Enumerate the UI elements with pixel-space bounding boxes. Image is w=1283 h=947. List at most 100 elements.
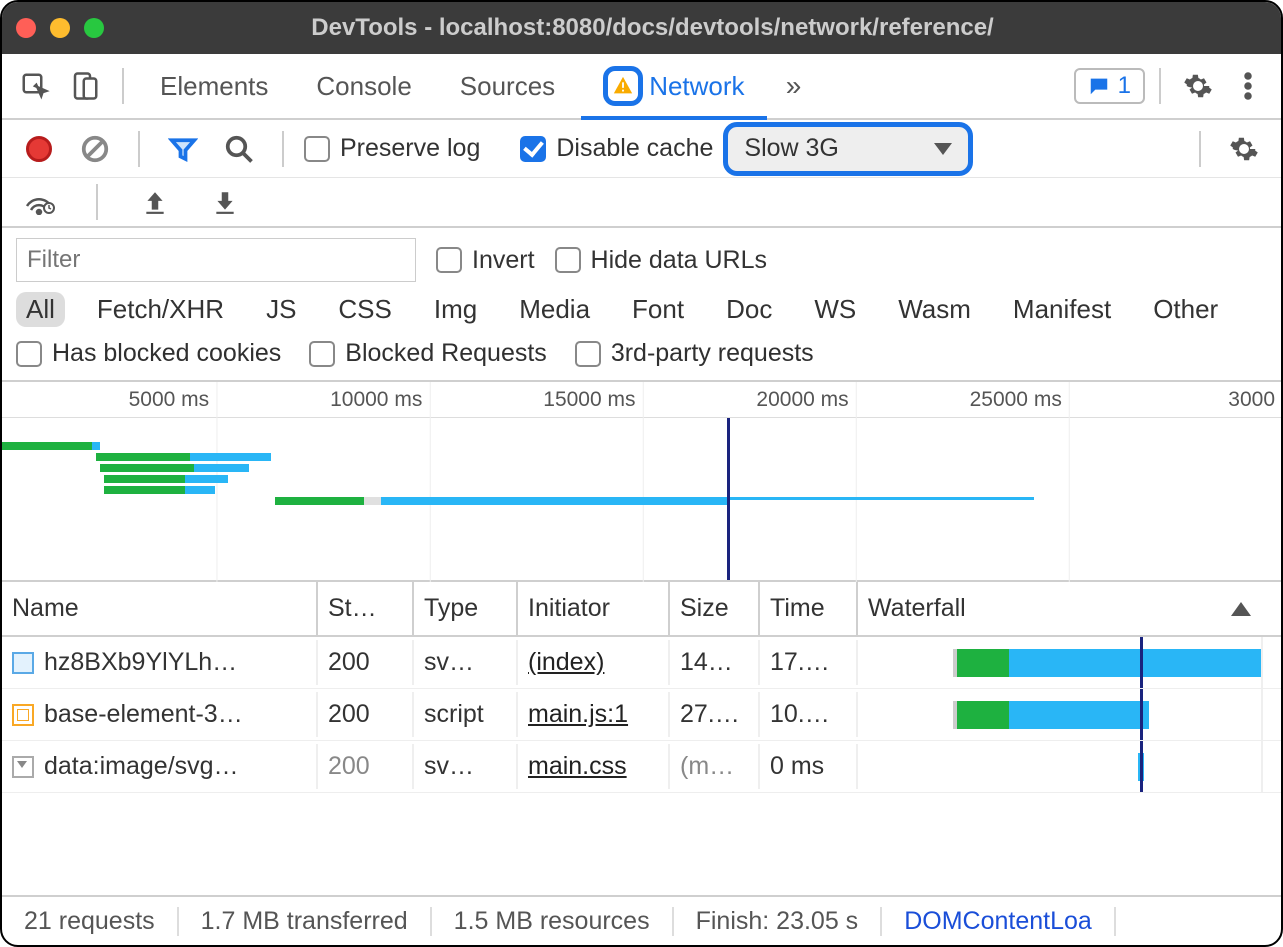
table-body: hz8BXb9YlYLh…200sv…(index)14…17.…base-el… <box>2 637 1281 793</box>
type-filter-ws[interactable]: WS <box>804 292 866 327</box>
type-filter-fetchxhr[interactable]: Fetch/XHR <box>87 292 234 327</box>
column-header-time[interactable]: Time <box>760 582 858 635</box>
column-header-initiator[interactable]: Initiator <box>518 582 670 635</box>
download-har-icon[interactable] <box>202 179 248 225</box>
file-type-icon <box>12 756 34 778</box>
overview-bar <box>381 497 726 505</box>
timeline-tick: 3000 <box>1228 388 1281 412</box>
more-tabs-icon[interactable]: » <box>771 63 817 109</box>
column-header-size[interactable]: Size <box>670 582 760 635</box>
record-button[interactable] <box>16 126 62 172</box>
blocked-requests-checkbox[interactable]: Blocked Requests <box>309 339 547 368</box>
main-tabstrip: Elements Console Sources Network » 1 <box>2 54 1281 120</box>
request-name: hz8BXb9YlYLh… <box>44 648 237 677</box>
overview-bar <box>96 453 190 461</box>
type-filter-other[interactable]: Other <box>1143 292 1228 327</box>
type-filter-doc[interactable]: Doc <box>716 292 782 327</box>
tab-sources[interactable]: Sources <box>438 54 577 118</box>
close-window-icon[interactable] <box>16 18 36 38</box>
overview-bar <box>727 497 1034 500</box>
status-resources: 1.5 MB resources <box>432 907 674 936</box>
waterfall-cell <box>858 689 1263 740</box>
type-filter-manifest[interactable]: Manifest <box>1003 292 1121 327</box>
table-row[interactable]: data:image/svg…200sv…main.css(m…0 ms <box>2 741 1281 793</box>
file-type-icon <box>12 652 34 674</box>
file-type-icon <box>12 704 34 726</box>
messages-button[interactable]: 1 <box>1074 68 1145 104</box>
column-header-waterfall[interactable]: Waterfall <box>858 582 1263 635</box>
overview-bar <box>100 464 194 472</box>
initiator-link[interactable]: main.css <box>528 752 627 781</box>
status-domcontentloaded[interactable]: DOMContentLoa <box>882 907 1116 936</box>
window-title: DevTools - localhost:8080/docs/devtools/… <box>38 14 1267 42</box>
request-name: base-element-3… <box>44 700 243 729</box>
has-blocked-cookies-checkbox[interactable]: Has blocked cookies <box>16 339 281 368</box>
timeline-tick: 20000 ms <box>756 388 854 412</box>
type-filter-wasm[interactable]: Wasm <box>888 292 981 327</box>
network-conditions-icon[interactable] <box>16 179 62 225</box>
network-settings-icon[interactable] <box>1221 126 1267 172</box>
settings-icon[interactable] <box>1175 63 1221 109</box>
column-header-status[interactable]: St… <box>318 582 414 635</box>
filter-row: Invert Hide data URLs <box>2 228 1281 286</box>
tab-network-label: Network <box>649 71 744 102</box>
table-row[interactable]: hz8BXb9YlYLh…200sv…(index)14…17.… <box>2 637 1281 689</box>
divider <box>282 131 284 167</box>
filter-input[interactable] <box>16 238 416 282</box>
hide-data-urls-checkbox[interactable]: Hide data URLs <box>555 246 767 275</box>
overview-bar <box>185 475 228 483</box>
divider <box>138 131 140 167</box>
invert-checkbox[interactable]: Invert <box>436 246 535 275</box>
overview-bar <box>2 442 92 450</box>
throttling-value: Slow 3G <box>744 134 838 163</box>
overview-bar <box>92 442 101 450</box>
overview-bar <box>275 497 365 505</box>
status-finish: Finish: 23.05 s <box>674 907 883 936</box>
timeline-tick: 15000 ms <box>543 388 641 412</box>
disable-cache-checkbox[interactable]: Disable cache <box>520 134 713 163</box>
tab-console[interactable]: Console <box>294 54 433 118</box>
status-requests: 21 requests <box>2 907 179 936</box>
status-transferred: 1.7 MB transferred <box>179 907 432 936</box>
kebab-menu-icon[interactable] <box>1225 63 1271 109</box>
network-toolbar: Preserve log Disable cache Slow 3G <box>2 120 1281 178</box>
overview-bar <box>185 486 215 494</box>
tab-elements[interactable]: Elements <box>138 54 290 118</box>
column-header-type[interactable]: Type <box>414 582 518 635</box>
preserve-log-checkbox[interactable]: Preserve log <box>304 134 480 163</box>
timeline-overview[interactable]: 5000 ms10000 ms15000 ms20000 ms25000 ms3… <box>2 382 1281 582</box>
third-party-checkbox[interactable]: 3rd-party requests <box>575 339 814 368</box>
type-filter-row: All Fetch/XHR JS CSS Img Media Font Doc WS Wasm Ma… <box>2 286 1281 333</box>
type-filter-all[interactable]: All <box>16 292 65 327</box>
status-bar: 21 requests 1.7 MB transferred 1.5 MB re… <box>2 895 1281 945</box>
overview-bar <box>104 486 185 494</box>
overview-bar <box>104 475 185 483</box>
divider <box>1199 131 1201 167</box>
type-filter-css[interactable]: CSS <box>328 292 401 327</box>
type-filter-font[interactable]: Font <box>622 292 694 327</box>
search-icon[interactable] <box>216 126 262 172</box>
waterfall-cell <box>858 637 1263 688</box>
column-header-name[interactable]: Name <box>2 582 318 635</box>
filter-icon[interactable] <box>160 126 206 172</box>
inspect-icon[interactable] <box>12 63 58 109</box>
initiator-link[interactable]: main.js:1 <box>528 700 628 729</box>
table-header: NameSt…TypeInitiatorSizeTimeWaterfall <box>2 582 1281 637</box>
titlebar: DevTools - localhost:8080/docs/devtools/… <box>2 2 1281 54</box>
type-filter-js[interactable]: JS <box>256 292 306 327</box>
network-toolbar-2 <box>2 178 1281 228</box>
initiator-link[interactable]: (index) <box>528 648 604 677</box>
divider <box>122 68 124 104</box>
table-row[interactable]: base-element-3…200scriptmain.js:127.…10.… <box>2 689 1281 741</box>
tab-network[interactable]: Network <box>581 54 766 118</box>
timeline-cursor[interactable] <box>727 418 730 580</box>
upload-har-icon[interactable] <box>132 179 178 225</box>
divider <box>1159 68 1161 104</box>
type-filter-media[interactable]: Media <box>509 292 600 327</box>
throttle-warning-icon <box>603 66 643 106</box>
messages-count: 1 <box>1118 72 1131 100</box>
throttling-select[interactable]: Slow 3G <box>723 122 973 176</box>
device-toggle-icon[interactable] <box>62 63 108 109</box>
clear-icon[interactable] <box>72 126 118 172</box>
type-filter-img[interactable]: Img <box>424 292 487 327</box>
